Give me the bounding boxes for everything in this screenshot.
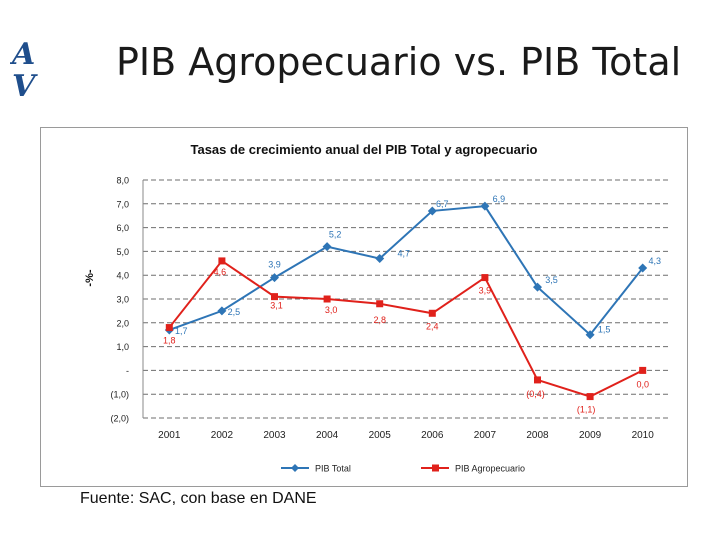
data-point bbox=[427, 206, 437, 216]
data-label: 3,5 bbox=[545, 275, 558, 285]
y-tick-label: 6,0 bbox=[116, 223, 129, 233]
data-label: 6,9 bbox=[493, 194, 506, 204]
x-tick-label: 2004 bbox=[316, 430, 339, 441]
y-tick-label: (1,0) bbox=[110, 390, 129, 400]
slide-title: PIB Agropecuario vs. PIB Total bbox=[116, 40, 682, 84]
data-label: 6,7 bbox=[436, 199, 449, 209]
data-label: 3,1 bbox=[270, 301, 283, 311]
series-line-0 bbox=[168, 205, 644, 337]
data-point bbox=[165, 324, 173, 332]
y-tick-label: 8,0 bbox=[116, 176, 129, 186]
data-point bbox=[271, 293, 278, 301]
data-point bbox=[322, 242, 332, 252]
data-point bbox=[638, 263, 648, 273]
data-label: 3,0 bbox=[325, 305, 338, 315]
x-tick-label: 2009 bbox=[579, 430, 602, 441]
data-point bbox=[639, 366, 647, 374]
data-label: 2,4 bbox=[426, 321, 439, 331]
y-tick-label: 5,0 bbox=[116, 247, 129, 257]
data-label: 1,5 bbox=[598, 325, 611, 335]
chart-frame: Tasas de crecimiento anual del PIB Total… bbox=[40, 127, 688, 487]
data-point bbox=[533, 282, 542, 292]
svg-text:V: V bbox=[12, 69, 38, 102]
data-label: 2,8 bbox=[373, 315, 386, 325]
data-point bbox=[217, 306, 227, 316]
y-tick-label: 3,0 bbox=[116, 295, 129, 305]
y-axis-label: -%- bbox=[84, 269, 96, 286]
y-tick-label: 1,0 bbox=[116, 342, 129, 352]
legend-marker bbox=[432, 464, 439, 472]
data-label: 4,7 bbox=[397, 249, 410, 259]
x-tick-label: 2008 bbox=[526, 430, 549, 441]
x-tick-label: 2007 bbox=[474, 430, 497, 441]
x-tick-label: 2010 bbox=[632, 430, 655, 441]
series-line-1 bbox=[168, 259, 644, 398]
x-tick-label: 2001 bbox=[158, 430, 181, 441]
chart-title: Tasas de crecimiento anual del PIB Total… bbox=[190, 142, 538, 157]
data-point bbox=[585, 330, 595, 340]
data-point bbox=[270, 273, 279, 283]
data-label: 4,6 bbox=[214, 267, 227, 277]
y-tick-label: 7,0 bbox=[116, 199, 129, 209]
data-label: 2,5 bbox=[228, 307, 241, 317]
data-point bbox=[218, 257, 226, 265]
data-point bbox=[428, 309, 436, 317]
y-tick-label: 4,0 bbox=[116, 271, 129, 281]
data-label: 3,9 bbox=[479, 286, 492, 296]
data-label: 5,2 bbox=[329, 230, 342, 240]
source-note: Fuente: SAC, con base en DANE bbox=[80, 490, 317, 507]
x-tick-label: 2003 bbox=[263, 430, 286, 441]
data-point bbox=[480, 201, 490, 211]
x-tick-label: 2006 bbox=[421, 430, 444, 441]
legend-label: PIB Total bbox=[315, 464, 351, 474]
data-label: 0,0 bbox=[636, 379, 649, 389]
data-label: 4,3 bbox=[648, 256, 661, 266]
y-tick-label: - bbox=[126, 366, 129, 376]
data-label: (0,4) bbox=[526, 389, 545, 399]
data-label: 1,8 bbox=[163, 336, 176, 346]
data-point bbox=[586, 393, 594, 401]
logo-av: A V bbox=[10, 37, 38, 102]
data-point bbox=[323, 295, 331, 303]
x-tick-label: 2005 bbox=[369, 430, 392, 441]
x-tick-label: 2002 bbox=[211, 430, 234, 441]
data-label: 1,7 bbox=[175, 326, 188, 336]
line-chart: 8,0 7,0 6,0 5,0 4,0 3,0 2,0 1,0 - (1,0) (2,0) -%- 20… bbox=[84, 176, 669, 474]
data-point bbox=[375, 254, 385, 264]
data-point bbox=[534, 376, 541, 384]
data-label: 3,9 bbox=[268, 260, 281, 270]
y-tick-label: (2,0) bbox=[110, 414, 129, 424]
data-label: (1,1) bbox=[577, 405, 596, 415]
data-point bbox=[376, 300, 384, 308]
legend-marker bbox=[291, 464, 299, 472]
data-point bbox=[481, 274, 489, 282]
legend-label: PIB Agropecuario bbox=[455, 464, 525, 474]
y-tick-label: 2,0 bbox=[116, 318, 129, 328]
svg-text:A: A bbox=[10, 37, 35, 72]
